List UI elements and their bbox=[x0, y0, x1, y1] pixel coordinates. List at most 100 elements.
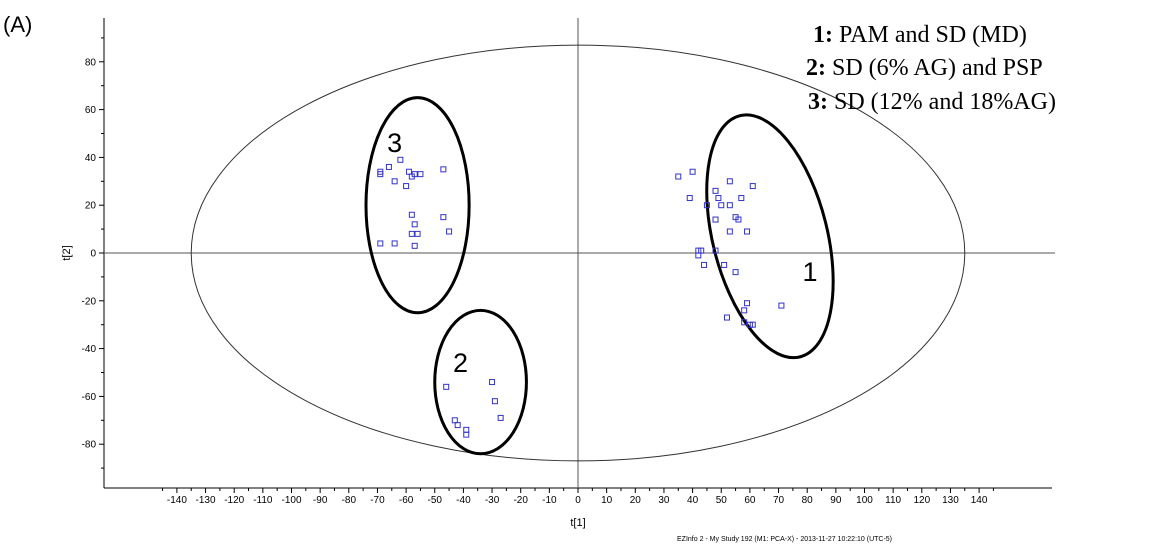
x-tick-label: -110 bbox=[253, 495, 273, 506]
data-point bbox=[385, 163, 392, 170]
panel-label: (A) bbox=[3, 12, 32, 37]
y-tick-label: 0 bbox=[90, 249, 96, 260]
legend-text: SD (12% and 18%AG) bbox=[828, 89, 1056, 115]
x-tick-label: 0 bbox=[575, 495, 581, 506]
y-tick-label: 20 bbox=[85, 201, 97, 212]
data-point bbox=[703, 202, 710, 209]
data-point bbox=[446, 228, 453, 235]
data-point bbox=[408, 230, 415, 237]
x-tick-label: -120 bbox=[224, 495, 244, 506]
data-point bbox=[689, 168, 696, 175]
x-tick-label: 40 bbox=[687, 495, 699, 506]
group-labels: 1 2 3 bbox=[387, 128, 817, 378]
legend-text: SD (6% AG) and PSP bbox=[826, 55, 1043, 81]
axes: -140 -130 -120 -110 -100 -90 -80 -70 -60 -50 -40 -3… bbox=[82, 18, 1055, 506]
x-tick-label: 50 bbox=[716, 495, 728, 506]
x-tick-label: -10 bbox=[542, 495, 557, 506]
y-tick-label: 60 bbox=[85, 105, 97, 116]
legend: 1: PAM and SD (MD) 2: SD (6% AG) and PSP 3… bbox=[806, 22, 1056, 115]
data-point bbox=[744, 228, 751, 235]
data-point bbox=[732, 269, 739, 276]
y-tick-label: -60 bbox=[82, 392, 97, 403]
x-tick-label: 130 bbox=[942, 495, 959, 506]
data-point bbox=[744, 300, 751, 307]
x-tick-label: -70 bbox=[370, 495, 385, 506]
x-tick-label: -90 bbox=[313, 495, 328, 506]
data-point bbox=[712, 187, 719, 194]
data-point bbox=[701, 261, 708, 268]
data-point bbox=[451, 417, 458, 424]
data-points bbox=[377, 156, 785, 438]
group-ellipse-3 bbox=[364, 96, 471, 315]
legend-entry-3: 3: SD (12% and 18%AG) bbox=[808, 89, 1056, 115]
data-point bbox=[723, 314, 730, 321]
data-point bbox=[726, 228, 733, 235]
legend-entry-2: 2: SD (6% AG) and PSP bbox=[806, 55, 1043, 81]
x-tick-label: 60 bbox=[744, 495, 756, 506]
data-point bbox=[735, 216, 742, 223]
data-point bbox=[405, 168, 412, 175]
ellipses bbox=[190, 44, 966, 462]
data-point bbox=[726, 202, 733, 209]
x-tick-label: 30 bbox=[658, 495, 670, 506]
data-point bbox=[741, 307, 748, 314]
x-tick-label: -100 bbox=[281, 495, 301, 506]
x-tick-label: -140 bbox=[167, 495, 187, 506]
data-point bbox=[491, 398, 498, 405]
data-point bbox=[377, 240, 384, 247]
data-point bbox=[749, 183, 756, 190]
data-point bbox=[721, 261, 728, 268]
y-tick-label: 40 bbox=[85, 153, 97, 164]
data-point bbox=[391, 178, 398, 185]
y-tick-label: -40 bbox=[82, 344, 97, 355]
data-point bbox=[695, 252, 702, 259]
data-point bbox=[397, 156, 404, 163]
x-tick-label: 120 bbox=[913, 495, 930, 506]
group-ellipse-1 bbox=[705, 113, 835, 360]
data-point bbox=[712, 216, 719, 223]
data-point bbox=[726, 178, 733, 185]
data-point bbox=[408, 211, 415, 218]
data-point bbox=[411, 242, 418, 249]
legend-key: 2: bbox=[806, 55, 826, 81]
legend-entry-1: 1: PAM and SD (MD) bbox=[813, 22, 1027, 48]
data-point bbox=[738, 195, 745, 202]
data-point bbox=[463, 426, 470, 433]
data-point bbox=[718, 202, 725, 209]
y-tick-label: -20 bbox=[82, 296, 97, 307]
footer-text: EZInfo 2 - My Study 192 (M1: PCA-X) - 20… bbox=[677, 536, 892, 543]
group-label-1: 1 bbox=[803, 257, 818, 287]
x-tick-label: 80 bbox=[802, 495, 814, 506]
x-tick-label: 70 bbox=[773, 495, 785, 506]
x-tick-label: -50 bbox=[428, 495, 443, 506]
legend-key: 1: bbox=[813, 22, 833, 48]
y-tick-label: 80 bbox=[85, 57, 97, 68]
y-tick-label: -80 bbox=[82, 440, 97, 451]
data-point bbox=[712, 247, 719, 254]
hotelling-ellipse bbox=[190, 44, 966, 462]
data-point bbox=[778, 302, 785, 309]
data-point bbox=[411, 221, 418, 228]
data-point bbox=[440, 166, 447, 173]
data-point bbox=[403, 183, 410, 190]
x-tick-label: -60 bbox=[399, 495, 414, 506]
data-point bbox=[741, 319, 748, 326]
x-tick-label: 100 bbox=[856, 495, 873, 506]
data-point bbox=[454, 422, 461, 429]
data-point bbox=[489, 379, 496, 386]
legend-text: PAM and SD (MD) bbox=[833, 22, 1027, 48]
x-tick-label: 110 bbox=[885, 495, 901, 506]
data-point bbox=[414, 230, 421, 237]
group-ellipse-2 bbox=[433, 308, 528, 456]
data-point bbox=[675, 173, 682, 180]
x-tick-label: -30 bbox=[485, 495, 500, 506]
data-point bbox=[715, 195, 722, 202]
data-point bbox=[463, 431, 470, 438]
x-tick-label: -20 bbox=[513, 495, 528, 506]
group-label-3: 3 bbox=[387, 128, 402, 158]
data-point bbox=[497, 414, 504, 421]
y-axis-label: t[2] bbox=[61, 245, 73, 260]
x-tick-label: 90 bbox=[830, 495, 842, 506]
x-tick-label: 20 bbox=[630, 495, 642, 506]
